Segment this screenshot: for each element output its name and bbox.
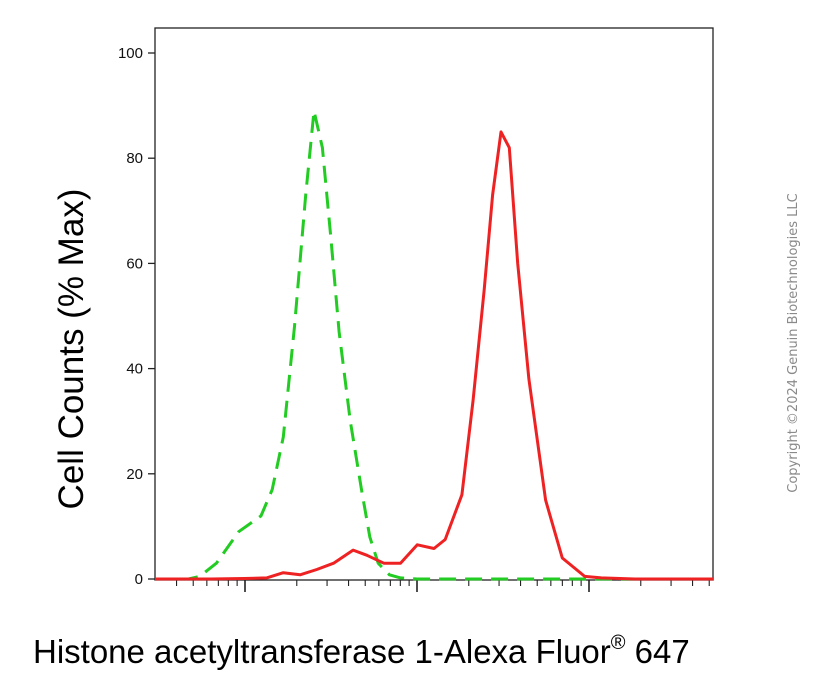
x-axis-title-suffix: 647 [626, 633, 690, 670]
y-tick-label-20: 20 [126, 466, 143, 483]
y-tick-label-40: 40 [126, 361, 143, 378]
x-axis-title-registered-mark: ® [611, 632, 626, 654]
y-axis: 0 20 40 60 80 100 [118, 45, 155, 588]
x-axis [176, 580, 710, 592]
x-axis-title-main: Histone acetyltransferase 1-Alexa Fluor [33, 633, 611, 670]
series-layer [155, 109, 713, 581]
plot-frame [154, 27, 714, 581]
y-axis-title: Cell Counts (% Max) [52, 189, 91, 510]
y-tick-label-60: 60 [126, 255, 143, 272]
y-tick-label-80: 80 [126, 150, 143, 167]
y-tick-label-100: 100 [118, 45, 143, 62]
sample-curve [155, 130, 713, 581]
isotype-control-curve [155, 109, 713, 581]
x-axis-title: Histone acetyltransferase 1-Alexa Fluor®… [33, 632, 690, 670]
y-tick-label-0: 0 [135, 571, 143, 588]
copyright-watermark: Copyright ©2024 Genuin Biotechnologies L… [786, 193, 801, 492]
